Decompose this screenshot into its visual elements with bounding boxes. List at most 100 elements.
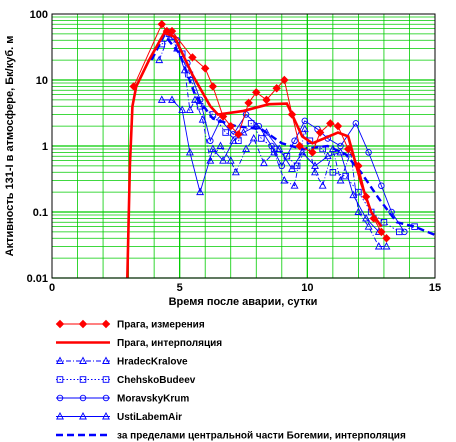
data-point xyxy=(336,176,345,184)
y-axis-label: Активность 131-I в атмосфере, Бк/куб. м xyxy=(4,36,16,257)
data-point xyxy=(396,228,403,236)
data-point xyxy=(188,53,197,62)
data-point xyxy=(295,141,304,151)
data-point xyxy=(155,55,164,64)
data-point xyxy=(369,214,378,223)
y-tick-label: 10 xyxy=(36,75,48,87)
data-point xyxy=(262,95,271,105)
legend-swatch-marker xyxy=(56,394,64,402)
data-point xyxy=(234,130,243,139)
data-point xyxy=(288,164,296,172)
data-point xyxy=(229,136,238,144)
series-hradeckralove-line xyxy=(158,32,387,247)
data-point xyxy=(198,115,207,123)
data-point xyxy=(354,161,363,171)
legend-swatch-marker xyxy=(102,394,110,402)
legend-swatch-marker xyxy=(102,356,110,364)
data-point xyxy=(323,151,332,160)
data-point xyxy=(308,148,317,157)
data-point xyxy=(196,187,205,196)
x-tick-label: 5 xyxy=(177,282,183,294)
legend-label: ChehskoBudeev xyxy=(117,375,196,386)
plot-frame xyxy=(51,13,436,279)
data-point xyxy=(249,134,258,142)
data-point xyxy=(258,135,265,142)
data-point xyxy=(252,88,261,97)
legend-swatch-marker xyxy=(79,412,87,420)
data-point xyxy=(185,147,194,156)
series-praha-measured xyxy=(129,20,391,243)
data-point xyxy=(377,227,386,237)
series-praha-interp xyxy=(126,31,383,279)
legend-swatch-marker xyxy=(79,356,87,364)
data-point xyxy=(268,142,275,150)
legend-swatch-marker xyxy=(102,376,110,383)
legend-label: HradecKralove xyxy=(117,357,188,368)
data-point xyxy=(206,156,215,164)
data-point xyxy=(280,75,289,85)
tick-labels: 0 5 10 15 0.01 0.1 1 10 100 xyxy=(27,9,442,294)
data-point xyxy=(342,172,349,180)
data-point xyxy=(218,112,228,121)
data-point xyxy=(380,218,388,226)
y-tick-label: 0.1 xyxy=(33,207,48,219)
data-point xyxy=(364,222,373,230)
legend-item: Прага, измерения xyxy=(55,319,205,331)
data-point xyxy=(231,167,240,176)
legend-swatch-marker xyxy=(78,319,88,329)
data-point xyxy=(208,144,217,152)
data-point xyxy=(157,95,166,103)
legend-swatch-marker xyxy=(101,319,111,329)
data-point xyxy=(343,144,353,154)
legend-swatch-marker xyxy=(79,376,87,383)
data-point xyxy=(222,129,229,136)
legend-label: Прага, интерполяция xyxy=(117,338,222,349)
data-point xyxy=(226,121,235,131)
y-tick-label: 0.01 xyxy=(27,273,48,285)
data-point xyxy=(167,26,177,36)
data-point xyxy=(200,64,210,73)
data-point xyxy=(336,147,345,156)
legend-item: ChehskoBudeev xyxy=(56,375,196,386)
data-point xyxy=(382,242,391,250)
data-point xyxy=(226,156,235,164)
data-point xyxy=(242,144,251,152)
legend-swatch-marker xyxy=(56,356,64,364)
x-tick-label: 10 xyxy=(301,282,313,294)
legend-label: MoravskyKrum xyxy=(117,394,189,405)
data-point xyxy=(382,234,391,243)
data-point xyxy=(401,228,408,236)
data-point xyxy=(290,181,299,189)
grid xyxy=(52,14,435,279)
series-moravskykrum-line xyxy=(166,30,405,233)
data-point xyxy=(365,149,372,156)
data-point xyxy=(333,121,343,131)
data-point xyxy=(301,117,309,125)
legend-item: за пределами центральной части Богемии, … xyxy=(56,431,406,442)
data-point xyxy=(291,137,298,145)
data-point xyxy=(315,128,325,137)
data-point xyxy=(326,119,335,128)
data-point xyxy=(349,190,358,199)
data-point xyxy=(219,156,228,164)
series-ustilabemair xyxy=(157,95,383,235)
data-point xyxy=(259,158,268,167)
legend-swatch-marker xyxy=(55,319,65,329)
legend-swatch-marker xyxy=(56,376,64,383)
data-point xyxy=(275,144,284,152)
data-point xyxy=(247,120,255,127)
x-tick-label: 0 xyxy=(49,282,55,294)
data-point xyxy=(311,161,319,169)
legend-swatch-marker xyxy=(56,412,64,420)
legend-swatch-marker xyxy=(79,394,87,402)
data-point xyxy=(374,242,383,250)
legend: Прага, измерения Прага, интерполяция Hrade… xyxy=(55,319,406,442)
series-outside-interp-line xyxy=(150,32,436,237)
series-praha-interp-line xyxy=(126,31,383,279)
x-tick-label: 15 xyxy=(429,282,441,294)
data-point xyxy=(362,213,371,222)
data-point xyxy=(352,120,360,127)
legend-item: UstiLabemAir xyxy=(56,412,182,423)
legend-label: за пределами центральной части Богемии, … xyxy=(117,431,406,442)
